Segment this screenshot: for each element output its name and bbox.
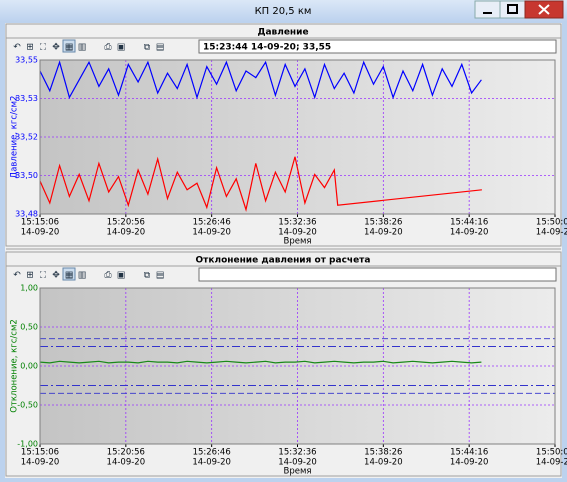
y-tick-label: 1,00 <box>20 284 38 293</box>
x-tick-label: 15:44:16 <box>450 448 488 458</box>
x-axis-label: Время <box>284 467 312 477</box>
title-bar <box>0 0 567 22</box>
status-box <box>198 39 557 54</box>
toolbar-icon[interactable]: ↶ <box>13 43 21 53</box>
y-tick-label: 33,52 <box>15 133 38 142</box>
maximize-icon <box>507 4 518 14</box>
status-text: 15:23:44 14-09-20; 33,55 <box>203 43 331 53</box>
x-tick-label: 15:20:56 <box>107 218 145 228</box>
toolbar-icon[interactable]: ⛶ <box>39 270 47 281</box>
y-tick-label: -1,00 <box>17 440 38 449</box>
y-tick-label: 0,00 <box>20 362 38 371</box>
maximize-button[interactable] <box>499 0 526 19</box>
chart-title: Давление <box>257 28 308 38</box>
plot-border <box>39 287 556 445</box>
toolbar-icon[interactable]: ⧉ <box>144 271 151 281</box>
x-tick-label: 15:50:06 <box>536 448 567 458</box>
x-tick-date: 14-09-20 <box>107 458 146 468</box>
toolbar-icon[interactable]: ↶ <box>13 271 21 281</box>
y-tick-label: 0,50 <box>20 323 38 332</box>
toolbar-icon[interactable]: ▥ <box>78 43 87 53</box>
toolbar-button-active[interactable] <box>62 267 76 281</box>
x-tick-date: 14-09-20 <box>450 228 489 238</box>
close-icon <box>538 4 550 15</box>
toolbar-icon[interactable]: ⎙ <box>104 43 112 53</box>
minimize-button[interactable] <box>474 0 501 19</box>
y-axis-label: Давление, кгс/см2 <box>10 96 20 179</box>
x-axis-label: Время <box>284 237 312 247</box>
x-tick-date: 14-09-20 <box>536 228 567 238</box>
x-tick-label: 15:32:36 <box>278 218 316 228</box>
toolbar-icon[interactable]: ✥ <box>52 271 60 281</box>
x-tick-label: 15:44:16 <box>450 218 488 228</box>
series-line <box>39 60 482 100</box>
x-tick-label: 15:26:46 <box>193 218 231 228</box>
toolbar-button-active[interactable] <box>62 39 76 53</box>
series-line <box>39 360 482 364</box>
toolbar-icon[interactable]: ⧉ <box>144 43 151 53</box>
x-tick-label: 15:15:06 <box>21 448 59 458</box>
x-tick-label: 15:15:06 <box>21 218 59 228</box>
plot-border <box>39 59 556 215</box>
x-tick-date: 14-09-20 <box>107 228 146 238</box>
x-tick-label: 15:38:26 <box>364 218 402 228</box>
x-tick-date: 14-09-20 <box>192 458 231 468</box>
y-tick-label: 33,53 <box>15 94 38 103</box>
x-tick-date: 14-09-20 <box>278 228 317 238</box>
y-tick-label: 33,55 <box>15 56 38 65</box>
x-tick-date: 14-09-20 <box>278 458 317 468</box>
toolbar-icon[interactable]: ▣ <box>117 43 126 53</box>
toolbar-icon[interactable]: ▦ <box>65 43 74 53</box>
x-tick-date: 14-09-20 <box>192 228 231 238</box>
x-tick-label: 15:32:36 <box>278 448 316 458</box>
x-tick-date: 14-09-20 <box>364 228 403 238</box>
toolbar-icon[interactable]: ▣ <box>117 271 126 281</box>
y-tick-label: 33,50 <box>15 171 38 180</box>
x-tick-label: 15:38:26 <box>364 448 402 458</box>
series-line <box>39 156 482 212</box>
toolbar-icon[interactable]: ⊞ <box>26 271 34 281</box>
x-tick-date: 14-09-20 <box>21 228 60 238</box>
x-tick-label: 15:20:56 <box>107 448 145 458</box>
x-tick-date: 14-09-20 <box>450 458 489 468</box>
toolbar-icon[interactable]: ⛶ <box>39 42 47 53</box>
x-tick-date: 14-09-20 <box>536 458 567 468</box>
toolbar-icon[interactable]: ▤ <box>156 43 165 53</box>
window-title: КП 20,5 км <box>255 6 312 17</box>
toolbar-icon[interactable]: ✥ <box>52 43 60 53</box>
x-tick-label: 15:26:46 <box>193 448 231 458</box>
x-tick-date: 14-09-20 <box>364 458 403 468</box>
y-tick-label: 33,48 <box>15 210 38 219</box>
status-box <box>198 267 557 282</box>
x-tick-label: 15:50:06 <box>536 218 567 228</box>
x-tick-date: 14-09-20 <box>21 458 60 468</box>
toolbar-icon[interactable]: ▤ <box>156 271 165 281</box>
y-tick-label: -0,50 <box>17 401 38 410</box>
toolbar-icon[interactable]: ⎙ <box>104 271 112 281</box>
y-axis-label: Отклонение, кгс/см2 <box>10 319 20 413</box>
toolbar-icon[interactable]: ▦ <box>65 271 74 281</box>
chart-title: Отклонение давления от расчета <box>196 256 371 266</box>
toolbar-icon[interactable]: ⊞ <box>26 43 34 53</box>
toolbar-icon[interactable]: ▥ <box>78 271 87 281</box>
